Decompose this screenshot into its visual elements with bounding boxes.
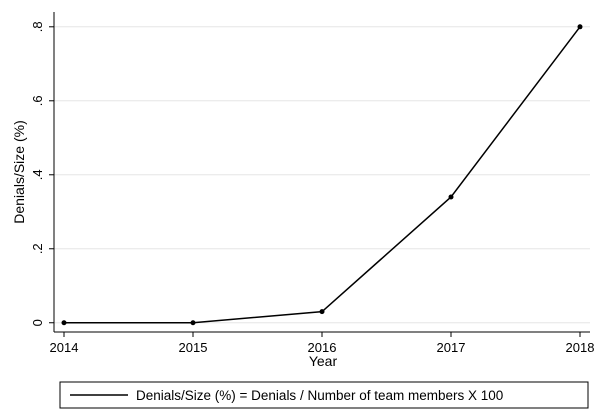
legend-entry-label: Denials/Size (%) = Denials / Number of t…: [136, 388, 503, 403]
x-axis-title: Year: [309, 353, 338, 369]
x-tick-label-1: 2015: [179, 340, 208, 355]
y-ticks: 0 .2 .4 .6 .8: [30, 21, 54, 326]
y-tick-label-3: .6: [30, 95, 45, 106]
x-tick-label-2: 2016: [308, 340, 337, 355]
y-axis-title: Denials/Size (%): [11, 120, 27, 223]
legend-box: [59, 381, 589, 409]
y-tick-label-0: 0: [30, 319, 45, 326]
legend: Denials/Size (%) = Denials / Number of t…: [59, 381, 589, 409]
y-tick-label-1: .2: [30, 243, 45, 254]
data-point-2017: [448, 194, 454, 200]
x-tick-label-3: 2017: [437, 340, 466, 355]
data-point-2014: [61, 320, 67, 326]
x-tick-label-0: 2014: [50, 340, 79, 355]
series-group: [61, 24, 583, 326]
data-point-2016: [319, 309, 325, 315]
y-tick-label-4: .8: [30, 21, 45, 32]
gridlines: [54, 26, 590, 324]
y-tick-label-2: .4: [30, 169, 45, 180]
data-point-2018: [577, 24, 583, 30]
x-ticks: 2014 2015 2016 2017 2018: [50, 332, 595, 355]
x-tick-label-4: 2018: [566, 340, 595, 355]
data-point-2015: [190, 320, 196, 326]
